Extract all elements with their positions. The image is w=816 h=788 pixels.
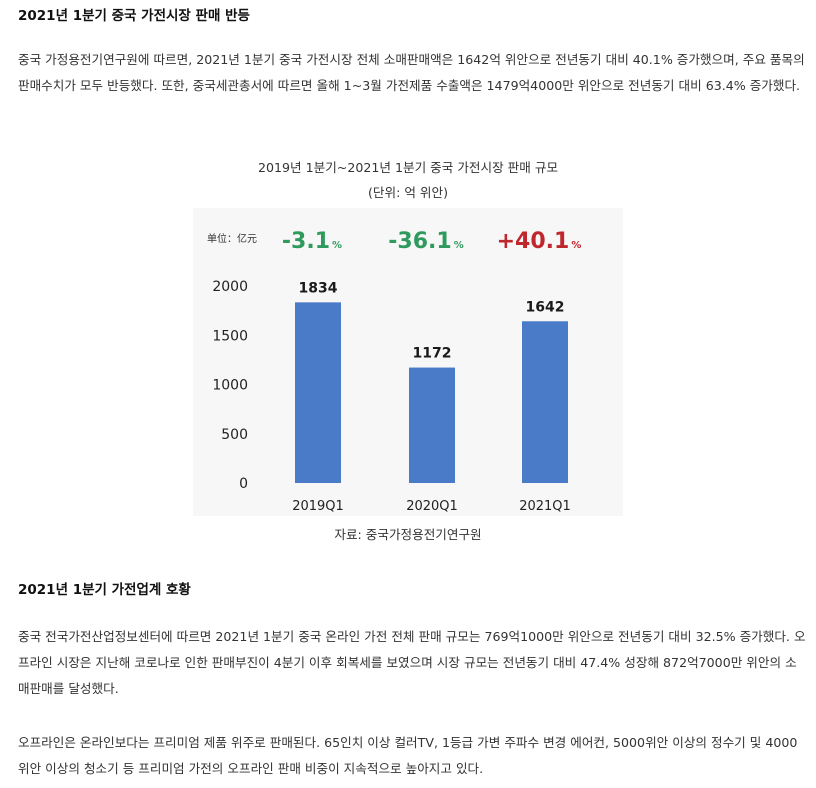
x-tick-label: 2020Q1	[406, 499, 458, 514]
y-tick-label: 1500	[212, 328, 248, 344]
x-tick-label: 2019Q1	[292, 499, 344, 514]
growth-rate-label: +40.1%	[497, 229, 582, 254]
bar-2021Q1	[522, 321, 568, 483]
bar-chart-svg: 单位：亿元 0 500 1000 1500 2000 1834 2019Q1 1172 2020Q…	[207, 229, 582, 514]
x-tick-label: 2021Q1	[519, 499, 571, 514]
figure-source: 자료: 중국가정용전기연구원	[334, 527, 482, 542]
bar-chart: 单位：亿元 0 500 1000 1500 2000 1834 2019Q1 1172 2020Q…	[193, 208, 623, 516]
y-tick-label: 1000	[212, 378, 248, 394]
bar-value-label: 1834	[299, 280, 338, 296]
bar-value-label: 1642	[526, 299, 565, 315]
chart-unit-label: 单位：亿元	[207, 232, 257, 245]
section-heading-1: 2021년 1분기 중국 가전시장 판매 반등	[18, 8, 250, 24]
y-tick-label: 2000	[212, 279, 248, 295]
section-heading-2: 2021년 1분기 가전업계 호황	[18, 582, 191, 598]
section-paragraph-1: 중국 가정용전기연구원에 따르면, 2021년 1분기 중국 가전시장 전체 소…	[18, 52, 805, 93]
section-paragraph-3: 오프라인은 온라인보다는 프리미엄 제품 위주로 판매된다. 65인치 이상 컬…	[18, 735, 798, 776]
y-tick-label: 500	[221, 427, 248, 443]
growth-rate-label: -3.1%	[282, 229, 342, 254]
figure-title: 2019년 1분기~2021년 1분기 중국 가전시장 판매 규모	[257, 160, 559, 175]
bar-value-label: 1172	[413, 346, 452, 362]
bar-2020Q1	[409, 367, 455, 483]
section-paragraph-2: 중국 전국가전산업정보센터에 따르면 2021년 1분기 중국 온라인 가전 전…	[18, 629, 806, 696]
figure-unit-note: (단위: 억 위안)	[367, 185, 448, 200]
y-tick-label: 0	[239, 476, 248, 492]
bar-2019Q1	[295, 302, 341, 483]
growth-rate-label: -36.1%	[388, 229, 463, 254]
